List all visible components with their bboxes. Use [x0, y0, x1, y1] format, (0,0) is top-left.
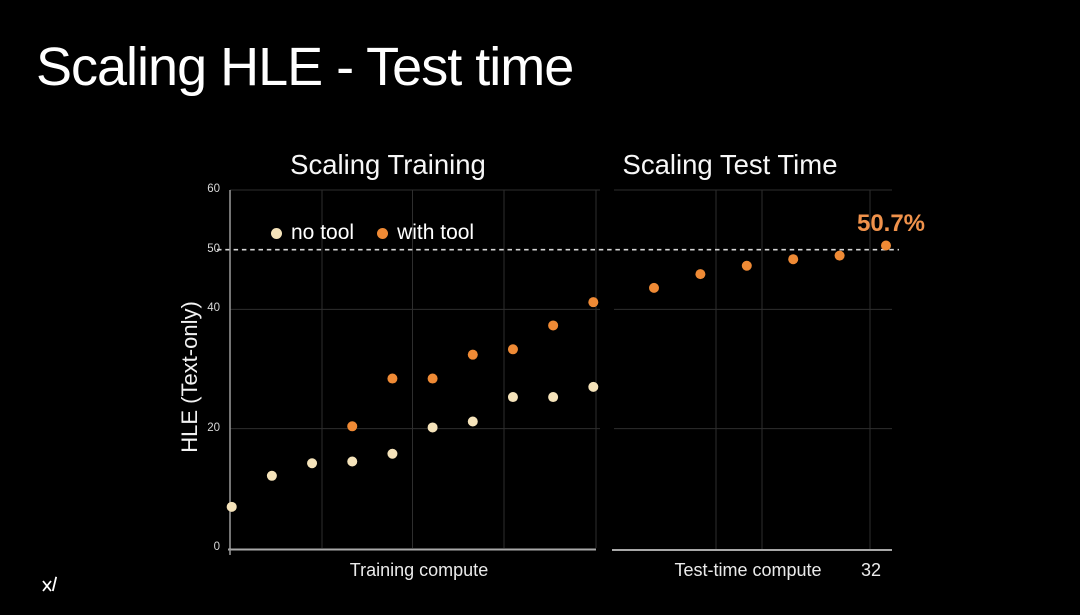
- legend-dot-with-tool: [377, 227, 389, 239]
- data-point-with-tool: [834, 250, 845, 261]
- right-chart-title: Scaling Test Time: [622, 149, 838, 180]
- data-point-with-tool: [347, 421, 358, 432]
- x-axis-title-training: Training compute: [349, 560, 489, 580]
- y-tick-label: 0: [213, 541, 220, 553]
- data-point-with-tool: [548, 320, 559, 331]
- y-tick-label: 20: [207, 421, 220, 434]
- x-tick-32: 32: [860, 560, 882, 580]
- data-point-with-tool: [387, 373, 398, 384]
- data-point-with-tool: [467, 349, 478, 360]
- data-point-no-tool: [467, 416, 478, 427]
- data-point-no-tool: [266, 470, 277, 481]
- data-point-with-tool: [881, 240, 891, 251]
- data-point-with-tool: [741, 260, 752, 271]
- y-tick-label: 40: [207, 302, 220, 315]
- legend-dot-no-tool: [271, 227, 282, 239]
- legend-label-no-tool: no tool: [291, 221, 355, 244]
- data-point-with-tool: [695, 269, 706, 280]
- y-tick-label: 60: [207, 182, 220, 195]
- legend: no tool with tool: [271, 221, 474, 245]
- score-annotation: 50.7%: [856, 210, 926, 237]
- data-point-with-tool: [788, 254, 799, 265]
- data-point-no-tool: [427, 422, 438, 433]
- data-point-no-tool: [548, 392, 559, 403]
- data-point-no-tool: [588, 381, 599, 392]
- legend-label-with-tool: with tool: [397, 221, 475, 244]
- data-point-no-tool: [387, 448, 398, 459]
- data-point-with-tool: [588, 297, 599, 308]
- xai-logo: [41, 576, 58, 597]
- x-axis-title-testtime: Test-time compute: [674, 560, 822, 580]
- data-point-with-tool: [649, 282, 659, 293]
- xai-logo-icon: [42, 576, 58, 592]
- left-chart-title: Scaling Training: [290, 149, 486, 180]
- data-point-with-tool: [507, 344, 518, 355]
- data-point-no-tool: [307, 458, 318, 469]
- slide-title: Scaling HLE - Test time: [36, 37, 574, 97]
- data-point-no-tool: [347, 456, 358, 467]
- data-point-with-tool: [427, 373, 438, 384]
- y-tick-label: 50: [207, 242, 220, 255]
- data-point-no-tool: [226, 501, 237, 512]
- data-point-no-tool: [507, 392, 518, 403]
